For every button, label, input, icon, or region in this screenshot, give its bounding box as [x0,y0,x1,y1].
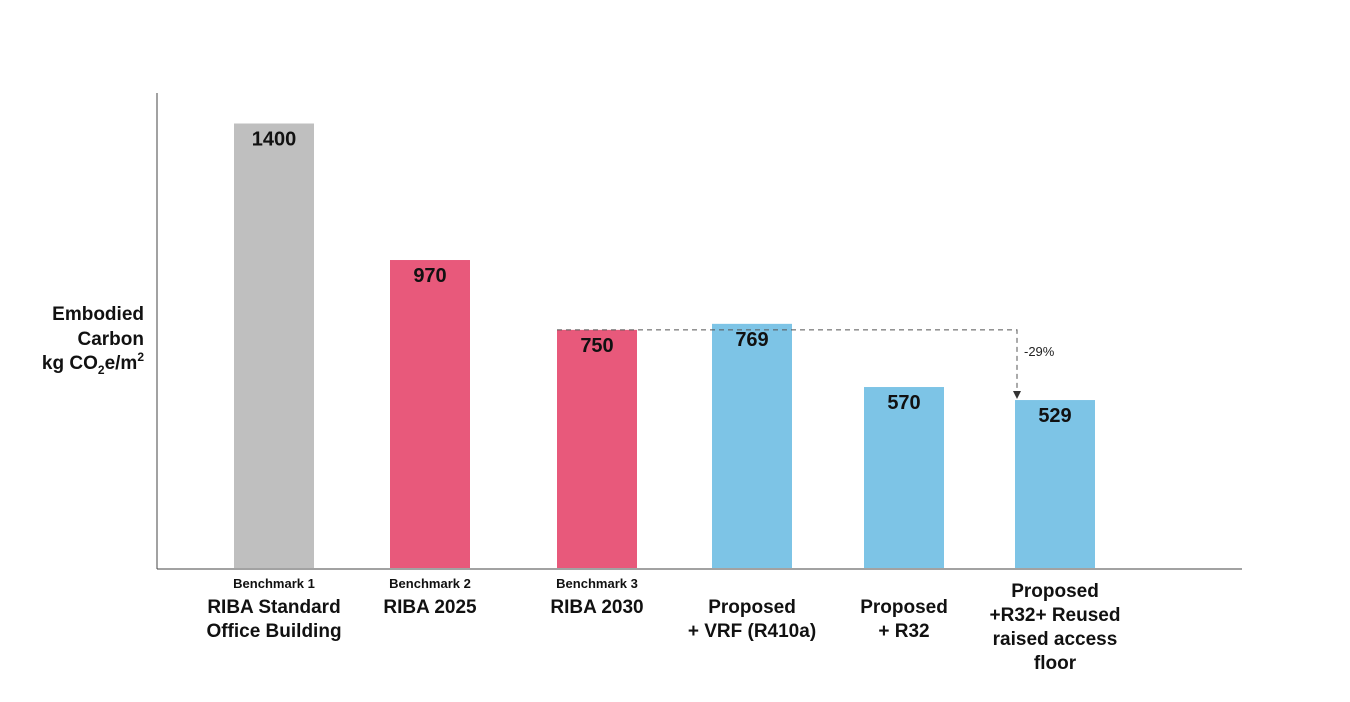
category-labels: Benchmark 1 RIBA Standard Office Building B… [206,576,1120,674]
bar-4-value-label: 769 [735,329,768,351]
category-3-benchmark-label: Benchmark 3 [556,576,638,591]
bar-1 [234,123,314,568]
bar-3 [557,329,637,568]
bars: 1400 970 750 769 570 529 [234,123,1095,568]
category-5-label-line-1: Proposed [860,597,948,618]
reduction-percent-label: -29% [1024,344,1055,359]
category-2-label-line-1: RIBA 2025 [383,597,477,618]
category-1-label-line-1: RIBA Standard [207,597,340,618]
category-4-label-line-2: + VRF (R410a) [688,621,816,642]
bar-5-value-label: 570 [887,392,920,414]
bar-6-value-label: 529 [1038,405,1071,427]
y-axis-label-line3: kg CO2e/m2 [42,350,144,377]
bar-2 [390,260,470,568]
bar-6 [1015,400,1095,568]
reduction-arrowhead [1013,391,1021,400]
y-axis-label: Embodied Carbon kg CO2e/m2 [42,304,144,377]
category-6-label-line-4: floor [1034,653,1077,674]
category-5-label-line-2: + R32 [878,621,929,642]
bar-1-value-label: 1400 [252,129,297,151]
category-6-label-line-3: raised access [993,629,1118,650]
category-1-label-line-2: Office Building [206,621,341,642]
y-axis-label-line2: Carbon [78,329,145,350]
bar-4 [712,323,792,568]
category-6-label-line-2: +R32+ Reused [990,605,1121,626]
category-4-label-line-1: Proposed [708,597,796,618]
category-3-label-line-1: RIBA 2030 [550,597,643,618]
category-1-benchmark-label: Benchmark 1 [233,576,315,591]
y-axis-label-line1: Embodied [52,304,144,325]
category-2-benchmark-label: Benchmark 2 [389,576,471,591]
bar-3-value-label: 750 [580,335,613,357]
bar-5 [864,387,944,568]
reduction-dashed-line [557,329,1018,393]
reduction-annotation: -29% [557,329,1055,400]
category-6-label-line-1: Proposed [1011,581,1099,602]
bar-2-value-label: 970 [413,265,446,287]
